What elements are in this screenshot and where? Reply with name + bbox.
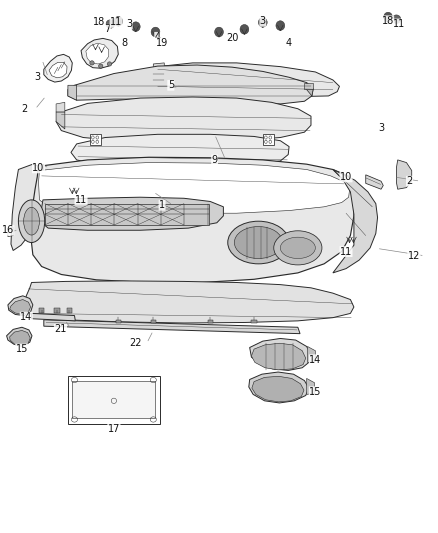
Polygon shape	[153, 63, 164, 92]
Polygon shape	[90, 134, 101, 145]
Text: 3: 3	[34, 72, 40, 82]
Polygon shape	[72, 381, 155, 418]
Text: 18: 18	[93, 18, 105, 27]
Text: 10: 10	[340, 172, 352, 182]
Ellipse shape	[106, 20, 115, 28]
Text: 10: 10	[32, 163, 45, 173]
Text: 11: 11	[75, 195, 87, 205]
Text: 3: 3	[260, 17, 266, 26]
Polygon shape	[151, 320, 156, 323]
Text: 15: 15	[16, 344, 28, 354]
Polygon shape	[67, 308, 72, 313]
Polygon shape	[68, 376, 160, 424]
Text: 14: 14	[20, 312, 32, 322]
Polygon shape	[366, 175, 383, 189]
Ellipse shape	[24, 207, 39, 235]
Ellipse shape	[392, 15, 401, 23]
Polygon shape	[307, 83, 313, 96]
Polygon shape	[41, 197, 223, 230]
Text: 20: 20	[226, 34, 238, 43]
Ellipse shape	[240, 25, 249, 34]
Polygon shape	[45, 204, 209, 225]
Polygon shape	[7, 327, 32, 345]
Polygon shape	[24, 281, 354, 323]
Ellipse shape	[234, 227, 283, 259]
Polygon shape	[10, 330, 30, 346]
Text: 17: 17	[108, 424, 120, 434]
Ellipse shape	[151, 27, 160, 37]
Polygon shape	[44, 320, 300, 334]
Ellipse shape	[276, 21, 285, 30]
Ellipse shape	[280, 237, 315, 259]
Text: 22: 22	[130, 338, 142, 348]
Ellipse shape	[99, 64, 103, 68]
Polygon shape	[54, 308, 60, 313]
Ellipse shape	[258, 18, 267, 27]
Text: 9: 9	[212, 155, 218, 165]
Ellipse shape	[274, 231, 322, 265]
Text: 14: 14	[309, 355, 321, 365]
Text: 1: 1	[159, 200, 165, 210]
Text: 8: 8	[122, 38, 128, 47]
Ellipse shape	[107, 62, 112, 66]
Polygon shape	[208, 320, 213, 323]
Text: 2: 2	[21, 104, 27, 114]
Ellipse shape	[18, 200, 45, 243]
Polygon shape	[86, 43, 109, 64]
Text: 16: 16	[2, 225, 14, 235]
Text: 5: 5	[168, 80, 174, 90]
Polygon shape	[68, 85, 77, 100]
Text: 11: 11	[340, 247, 352, 256]
Polygon shape	[56, 97, 311, 143]
Text: 18: 18	[381, 16, 394, 26]
Polygon shape	[252, 376, 304, 402]
Polygon shape	[304, 83, 313, 89]
Ellipse shape	[228, 221, 289, 264]
Ellipse shape	[90, 61, 94, 65]
Text: 3: 3	[126, 19, 132, 29]
Polygon shape	[56, 112, 65, 129]
Polygon shape	[56, 102, 65, 112]
Text: 11: 11	[392, 19, 405, 29]
Polygon shape	[333, 169, 378, 273]
Polygon shape	[49, 62, 67, 78]
Polygon shape	[31, 157, 354, 282]
Text: 11: 11	[110, 18, 122, 27]
Polygon shape	[307, 346, 315, 362]
Polygon shape	[116, 320, 121, 323]
Polygon shape	[249, 372, 309, 403]
Ellipse shape	[114, 17, 123, 26]
Polygon shape	[154, 63, 339, 97]
Polygon shape	[8, 296, 33, 316]
Ellipse shape	[384, 12, 392, 22]
Polygon shape	[38, 164, 44, 171]
Polygon shape	[251, 343, 306, 370]
Polygon shape	[263, 134, 274, 145]
Polygon shape	[39, 308, 44, 313]
Ellipse shape	[131, 22, 140, 31]
Polygon shape	[32, 313, 75, 321]
Text: 21: 21	[54, 325, 67, 334]
Text: 12: 12	[408, 251, 420, 261]
Polygon shape	[68, 65, 313, 104]
Polygon shape	[39, 163, 350, 213]
Text: 19: 19	[156, 38, 168, 47]
Polygon shape	[251, 320, 257, 323]
Polygon shape	[71, 134, 289, 167]
Ellipse shape	[215, 27, 223, 37]
Text: 4: 4	[155, 33, 161, 42]
Polygon shape	[396, 160, 412, 189]
Polygon shape	[44, 54, 72, 82]
Text: 15: 15	[309, 387, 321, 397]
Polygon shape	[81, 38, 118, 68]
Text: 7: 7	[104, 25, 110, 34]
Text: 4: 4	[286, 38, 292, 47]
Polygon shape	[307, 378, 314, 394]
Text: 2: 2	[406, 176, 413, 186]
Polygon shape	[250, 338, 311, 370]
Text: 3: 3	[378, 123, 384, 133]
Polygon shape	[11, 164, 39, 251]
Polygon shape	[10, 300, 31, 314]
